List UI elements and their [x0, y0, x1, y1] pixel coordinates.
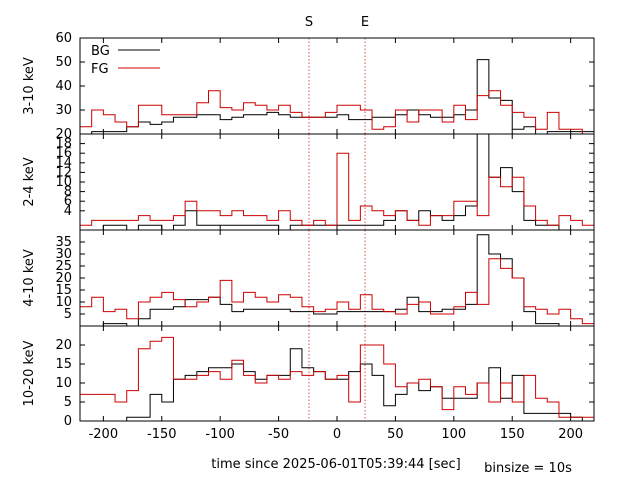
x-tick-label: 0 [333, 427, 341, 442]
x-tick-label: 200 [558, 427, 583, 442]
series-FG-line [80, 258, 594, 325]
y-tick-label: 0 [64, 414, 72, 429]
y-tick-label: 40 [55, 79, 72, 94]
y-tick-label: 16 [55, 146, 72, 161]
series-BG-line [80, 59, 594, 135]
y-tick-label: 20 [55, 271, 72, 286]
marker-label-start: S [305, 15, 313, 30]
x-axis-label: time since 2025-06-01T05:39:44 [sec] [211, 457, 460, 472]
legend-label-BG: BG [91, 44, 110, 59]
y-tick-label: 5 [64, 395, 72, 410]
x-tick-label: -50 [268, 427, 289, 442]
y-axis-label: 10-20 keV [22, 340, 37, 406]
x-tick-label: -150 [147, 427, 177, 442]
y-tick-label: 10 [55, 295, 72, 310]
x-tick-label: -200 [89, 427, 119, 442]
y-axis-label: 3-10 keV [22, 57, 37, 115]
series-FG-line [80, 90, 594, 135]
legend-label-FG: FG [91, 62, 109, 77]
y-tick-label: 12 [55, 165, 72, 180]
panel-frame [79, 37, 595, 135]
y-tick-label: 5 [64, 307, 72, 322]
y-tick-label: 20 [55, 127, 72, 142]
series-BG-line [80, 234, 594, 327]
y-tick-label: 35 [55, 235, 72, 250]
marker-label-end: E [361, 15, 369, 30]
y-tick-label: 4 [64, 204, 72, 219]
panel-frame [79, 325, 595, 422]
y-tick-label: 15 [55, 357, 72, 372]
y-tick-label: 60 [55, 31, 72, 46]
y-tick-label: 50 [55, 55, 72, 70]
series-FG-line [80, 336, 594, 418]
y-tick-label: 18 [55, 137, 72, 152]
y-tick-label: 8 [64, 185, 72, 200]
x-tick-label: 150 [500, 427, 525, 442]
x-tick-label: -100 [205, 427, 235, 442]
y-tick-label: 30 [55, 103, 72, 118]
y-tick-label: 15 [55, 283, 72, 298]
x-tick-label: 50 [387, 427, 404, 442]
series-BG-line [80, 348, 594, 422]
y-tick-label: 20 [55, 338, 72, 353]
y-tick-label: 14 [55, 156, 72, 171]
y-axis-label: 4-10 keV [22, 249, 37, 307]
panel-4: 0 5 10 15 20 -200 -150 -100 -50 0 50 100 150 200 10-20… [22, 325, 595, 442]
y-tick-label: 6 [64, 194, 72, 209]
binsize-label: binsize = 10s [484, 461, 572, 476]
y-tick-label: 10 [55, 175, 72, 190]
series-FG-line [80, 152, 594, 226]
y-tick-label: 30 [55, 247, 72, 262]
y-tick-label: 25 [55, 259, 72, 274]
x-tick-label: 100 [441, 427, 466, 442]
y-tick-label: 10 [55, 376, 72, 391]
y-axis-label: 2-4 keV [22, 157, 37, 206]
legend: BG FG [91, 44, 160, 77]
